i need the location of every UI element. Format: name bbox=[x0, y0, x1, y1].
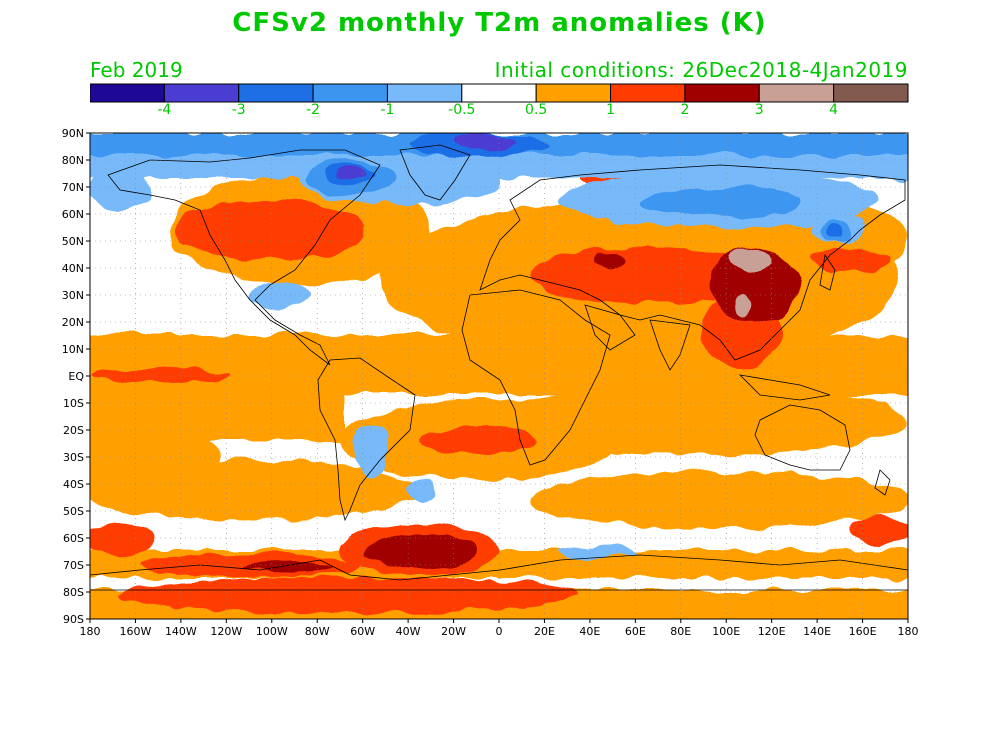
colorbar-label: -0.5 bbox=[448, 102, 476, 118]
colorbar-bin-3 bbox=[312, 83, 388, 103]
colorbar-label: 0.5 bbox=[525, 102, 548, 118]
axis-ticks bbox=[86, 132, 909, 623]
lon-label: 180 bbox=[80, 625, 101, 638]
colorbar-bin-5 bbox=[461, 83, 537, 103]
lat-label: 60N bbox=[62, 208, 84, 221]
lon-label: 100E bbox=[712, 625, 740, 638]
gridlines bbox=[90, 133, 908, 619]
lon-label: 120E bbox=[758, 625, 786, 638]
colorbar-bin-0 bbox=[90, 83, 165, 103]
colorbar-bin-7 bbox=[610, 83, 686, 103]
lat-label: 70S bbox=[63, 559, 84, 572]
lat-label: 40S bbox=[63, 478, 84, 491]
lon-label: 180 bbox=[898, 625, 919, 638]
lon-label: 120W bbox=[210, 625, 242, 638]
colorbar-label: -4 bbox=[157, 102, 172, 118]
lat-label: 90S bbox=[63, 613, 84, 626]
lon-label: 60E bbox=[625, 625, 646, 638]
latitude-labels: 90N 80N 70N 60N 50N 40N 30N 20N 10N EQ 10S 20S 30S 40… bbox=[62, 127, 85, 626]
colorbar-label: 2 bbox=[680, 102, 690, 118]
lat-label: 90N bbox=[62, 127, 84, 140]
lat-label: 80N bbox=[62, 154, 84, 167]
lat-label: 50N bbox=[62, 235, 84, 248]
lat-label: 10N bbox=[62, 343, 84, 356]
lon-label: 20W bbox=[441, 625, 466, 638]
lon-label: 160E bbox=[849, 625, 877, 638]
colorbar-bin-1 bbox=[163, 83, 240, 103]
lon-label: 80W bbox=[305, 625, 330, 638]
lat-label: 20S bbox=[63, 424, 84, 437]
lon-label: 80E bbox=[670, 625, 691, 638]
colorbar-label: -3 bbox=[231, 102, 246, 118]
initial-conditions: Initial conditions: 26Dec2018-4Jan2019 bbox=[494, 58, 908, 82]
lon-label: 140W bbox=[165, 625, 197, 638]
lon-label: 40W bbox=[396, 625, 421, 638]
colorbar-bin-4 bbox=[386, 83, 463, 103]
lat-label: 30S bbox=[63, 451, 84, 464]
colorbar-label: 1 bbox=[606, 102, 615, 118]
colorbar-label: -2 bbox=[306, 102, 321, 118]
lon-label: 20E bbox=[534, 625, 555, 638]
lat-label: 20N bbox=[62, 316, 84, 329]
lon-label: 0 bbox=[496, 625, 503, 638]
lon-label: 140E bbox=[803, 625, 831, 638]
longitude-labels: 180 160W 140W 120W 100W 80W 60W 40W 20W 0 20E 40E 60… bbox=[80, 625, 919, 638]
valid-month: Feb 2019 bbox=[90, 58, 183, 82]
lon-label: 100W bbox=[256, 625, 288, 638]
colorbar-bin-2 bbox=[238, 83, 314, 103]
colorbar-bin-6 bbox=[535, 83, 612, 103]
lat-label: 40N bbox=[62, 262, 84, 275]
shaded-field bbox=[90, 133, 908, 619]
colorbar-bin-8 bbox=[684, 83, 760, 103]
lat-label: 50S bbox=[63, 505, 84, 518]
colorbar-label: 4 bbox=[829, 102, 839, 118]
lat-label: EQ bbox=[68, 370, 84, 383]
anomaly-map: 90N 80N 70N 60N 50N 40N 30N 20N 10N EQ 10S 20S 30S 40… bbox=[62, 127, 919, 638]
lat-label: 10S bbox=[63, 397, 84, 410]
lat-label: 70N bbox=[62, 181, 84, 194]
lat-label: 60S bbox=[63, 532, 84, 545]
colorbar-labels: -4 -3 -2 -1 -0.5 0.5 1 2 3 4 bbox=[0, 102, 999, 122]
lat-label: 80S bbox=[63, 586, 84, 599]
lon-label: 160W bbox=[120, 625, 152, 638]
lon-label: 40E bbox=[579, 625, 600, 638]
lat-label: 30N bbox=[62, 289, 84, 302]
lon-label: 60W bbox=[350, 625, 375, 638]
colorbar bbox=[90, 83, 909, 103]
map-title: CFSv2 monthly T2m anomalies (K) bbox=[232, 8, 767, 38]
coastlines bbox=[89, 144, 909, 591]
colorbar-label: 3 bbox=[754, 102, 764, 118]
colorbar-label: -1 bbox=[380, 102, 395, 118]
colorbar-bin-9 bbox=[758, 83, 835, 103]
colorbar-bin-10 bbox=[833, 83, 909, 103]
